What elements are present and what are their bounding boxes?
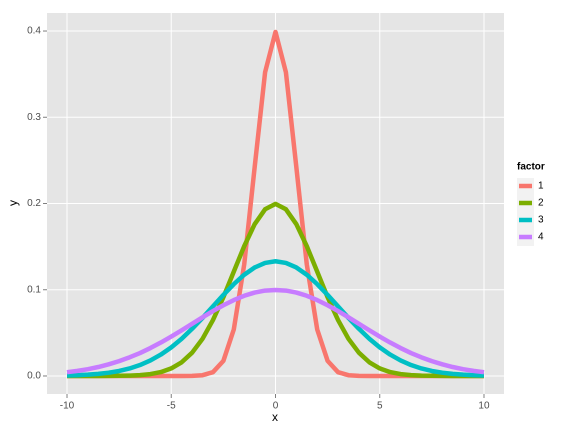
lines bbox=[66, 29, 485, 379]
y-tick-label: 0.2 bbox=[27, 198, 41, 209]
series-line bbox=[67, 201, 484, 379]
legend-label: 3 bbox=[538, 215, 544, 226]
x-axis-label: x bbox=[272, 410, 278, 424]
x-tick-label: 5 bbox=[377, 401, 383, 412]
x-tick-label: 0 bbox=[273, 401, 279, 412]
series-line bbox=[66, 259, 485, 378]
x-tick-label: -10 bbox=[60, 401, 75, 412]
legend-label: 1 bbox=[538, 181, 544, 192]
y-tick-label: 0.3 bbox=[27, 112, 41, 123]
series-line bbox=[66, 287, 485, 375]
legend-label: 4 bbox=[538, 232, 544, 243]
y-tick-label: 0.0 bbox=[27, 371, 41, 382]
x-tick-label: 10 bbox=[478, 401, 490, 412]
y-tick-label: 0.4 bbox=[27, 26, 41, 37]
legend-label: 2 bbox=[538, 198, 544, 209]
x-tick-label: -5 bbox=[167, 401, 176, 412]
legend: factor 1 2 3 4 bbox=[517, 162, 545, 246]
y-axis-label: y bbox=[6, 200, 20, 206]
legend-title: factor bbox=[517, 162, 545, 173]
y-tick-label: 0.1 bbox=[27, 284, 41, 295]
